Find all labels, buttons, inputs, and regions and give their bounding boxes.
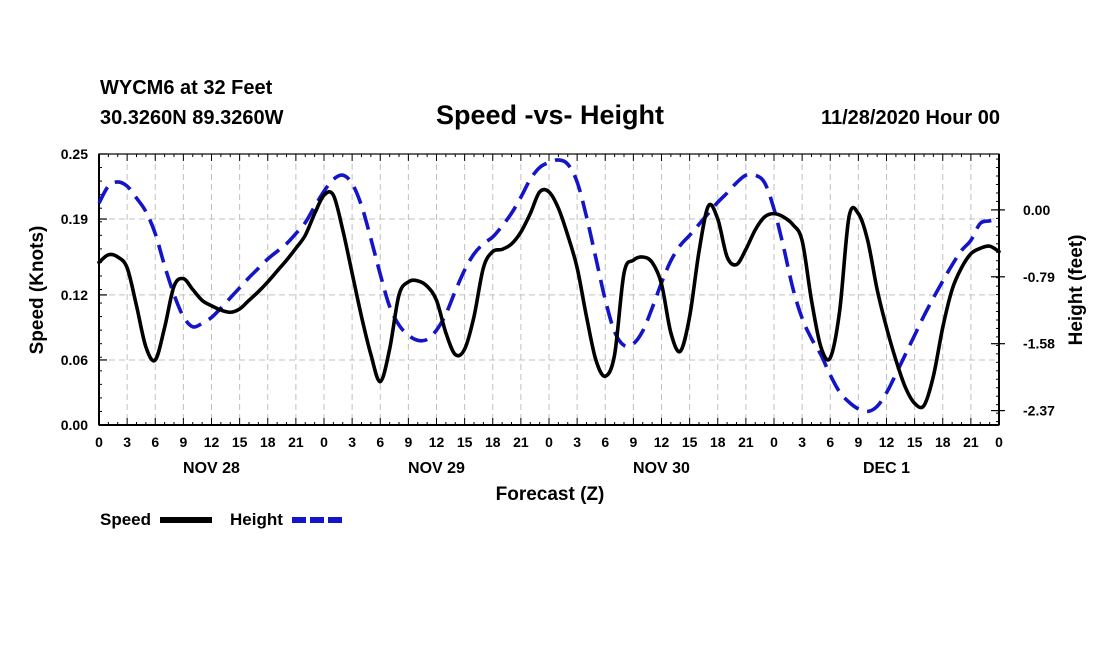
x-tick-label: 12 <box>879 434 895 450</box>
x-tick-label: 21 <box>513 434 529 450</box>
x-tick-label: 3 <box>798 434 806 450</box>
x-tick-label: 12 <box>654 434 670 450</box>
x-tick-label: 12 <box>429 434 445 450</box>
x-tick-label: 3 <box>573 434 581 450</box>
x-tick-label: 6 <box>151 434 159 450</box>
x-tick-label: 9 <box>179 434 187 450</box>
forecast-datetime: 11/28/2020 Hour 00 <box>821 107 1000 129</box>
legend: Speed Height <box>100 510 342 529</box>
y-axis-left-title: Speed (Knots) <box>27 226 48 355</box>
day-label: DEC 1 <box>863 460 910 477</box>
y-left-tick-label: 0.25 <box>61 146 88 162</box>
y-axis-right-title: Height (feet) <box>1066 235 1087 346</box>
x-tick-label: 18 <box>935 434 951 450</box>
x-tick-label: 6 <box>826 434 834 450</box>
height-series-line <box>97 158 1000 414</box>
station-label: WYCM6 at 32 Feet <box>100 77 273 99</box>
day-label: NOV 29 <box>408 460 465 477</box>
x-tick-label: 0 <box>545 434 553 450</box>
x-tick-label: 18 <box>710 434 726 450</box>
day-label: NOV 30 <box>633 460 690 477</box>
y-right-tick-label: -2.37 <box>1023 403 1055 419</box>
x-tick-label: 21 <box>738 434 754 450</box>
x-tick-label: 21 <box>963 434 979 450</box>
x-tick-label: 6 <box>376 434 384 450</box>
x-tick-label: 9 <box>629 434 637 450</box>
x-tick-label: 0 <box>770 434 778 450</box>
y-right-tick-label: -0.79 <box>1023 269 1055 285</box>
x-tick-label: 12 <box>204 434 220 450</box>
y-right-tick-label: 0.00 <box>1023 202 1050 218</box>
axis-ticks: 0 3 6 9 12 15 18 21 0 3 6 9 12 15 18 21 0 3 6 9 12 15 18 21 0 3 6 9… <box>61 146 1055 477</box>
legend-speed-label: Speed <box>100 510 151 529</box>
y-left-tick-label: 0.12 <box>61 287 88 303</box>
legend-height-label: Height <box>230 510 283 529</box>
x-tick-label: 18 <box>485 434 501 450</box>
x-tick-label: 15 <box>682 434 698 450</box>
x-tick-label: 18 <box>260 434 276 450</box>
x-tick-label: 6 <box>601 434 609 450</box>
day-label: NOV 28 <box>183 460 240 477</box>
y-right-tick-label: -1.58 <box>1023 336 1055 352</box>
chart-title: Speed -vs- Height <box>436 100 664 130</box>
x-axis-title: Forecast (Z) <box>496 484 605 505</box>
speed-series-line <box>97 187 1001 410</box>
coordinates-label: 30.3260N 89.3260W <box>100 107 284 129</box>
x-tick-label: 3 <box>123 434 131 450</box>
grid-lines <box>99 154 999 425</box>
x-tick-label: 3 <box>348 434 356 450</box>
y-left-tick-label: 0.19 <box>61 211 88 227</box>
data-series <box>97 158 1001 414</box>
x-tick-label: 0 <box>995 434 1003 450</box>
x-tick-label: 9 <box>854 434 862 450</box>
x-tick-label: 15 <box>232 434 248 450</box>
x-tick-label: 9 <box>404 434 412 450</box>
x-tick-label: 21 <box>288 434 304 450</box>
x-tick-label: 15 <box>907 434 923 450</box>
x-tick-label: 0 <box>320 434 328 450</box>
y-left-tick-label: 0.00 <box>61 417 88 433</box>
y-left-tick-label: 0.06 <box>61 352 88 368</box>
x-tick-label: 0 <box>95 434 103 450</box>
x-tick-label: 15 <box>457 434 473 450</box>
